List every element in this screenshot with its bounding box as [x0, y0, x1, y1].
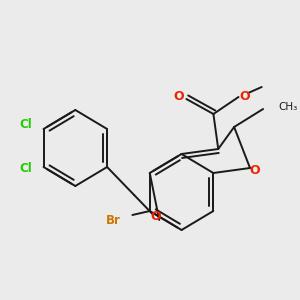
Text: O: O [250, 164, 260, 178]
Text: O: O [239, 89, 250, 103]
Text: CH₃: CH₃ [278, 102, 298, 112]
Text: Cl: Cl [20, 118, 32, 131]
Text: O: O [173, 91, 184, 103]
Text: Br: Br [106, 214, 121, 227]
Text: Cl: Cl [20, 163, 32, 176]
Text: O: O [150, 211, 161, 224]
